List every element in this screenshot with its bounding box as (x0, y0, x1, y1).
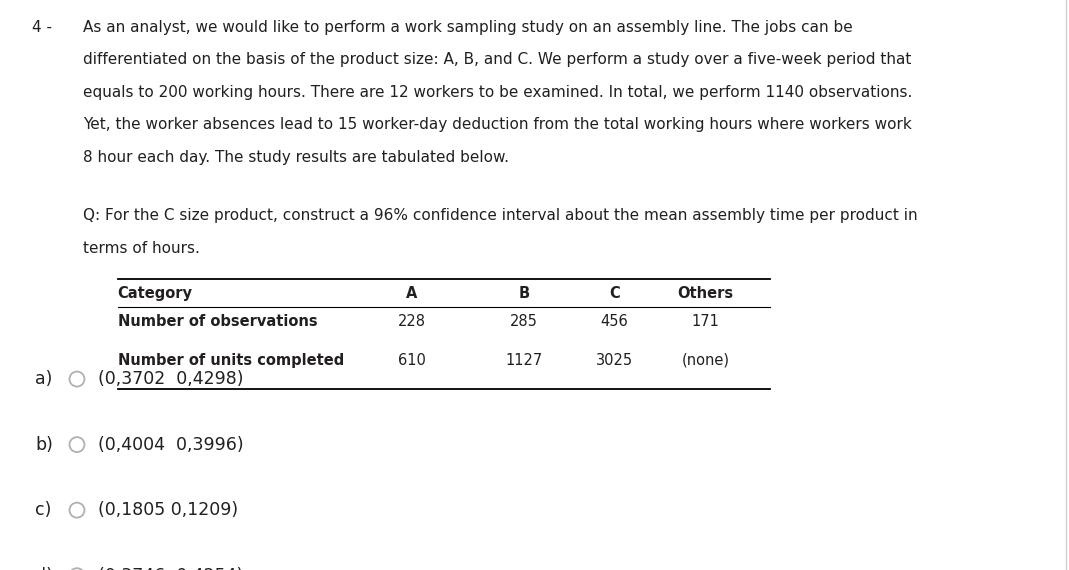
Text: Number of observations: Number of observations (118, 314, 317, 329)
Text: (none): (none) (682, 353, 729, 368)
Text: terms of hours.: terms of hours. (83, 241, 200, 255)
Text: 456: 456 (601, 314, 629, 329)
Text: c): c) (35, 501, 51, 519)
Text: 4 -: 4 - (32, 20, 52, 35)
Text: Category: Category (118, 286, 192, 300)
Text: equals to 200 working hours. There are 12 workers to be examined. In total, we p: equals to 200 working hours. There are 1… (83, 85, 913, 100)
Text: B: B (518, 286, 529, 300)
Text: (0,3702  0,4298): (0,3702 0,4298) (98, 370, 244, 388)
Text: 3025: 3025 (597, 353, 633, 368)
Text: Number of units completed: Number of units completed (118, 353, 344, 368)
Text: a): a) (35, 370, 52, 388)
Text: C: C (609, 286, 620, 300)
Text: Others: Others (678, 286, 733, 300)
Text: (0,1805 0,1209): (0,1805 0,1209) (98, 501, 238, 519)
Text: d): d) (35, 567, 53, 570)
Text: 228: 228 (398, 314, 425, 329)
Text: As an analyst, we would like to perform a work sampling study on an assembly lin: As an analyst, we would like to perform … (83, 20, 853, 35)
Text: 171: 171 (692, 314, 719, 329)
Text: differentiated on the basis of the product size: A, B, and C. We perform a study: differentiated on the basis of the produ… (83, 52, 912, 67)
Text: 8 hour each day. The study results are tabulated below.: 8 hour each day. The study results are t… (83, 150, 510, 165)
Text: (0,4004  0,3996): (0,4004 0,3996) (98, 435, 244, 454)
Text: (0,3746  0,4254): (0,3746 0,4254) (98, 567, 244, 570)
Text: Yet, the worker absences lead to 15 worker-day deduction from the total working : Yet, the worker absences lead to 15 work… (83, 117, 912, 132)
Text: A: A (406, 286, 417, 300)
Text: 1127: 1127 (506, 353, 542, 368)
Text: 285: 285 (510, 314, 538, 329)
Text: b): b) (35, 435, 53, 454)
Text: Q: For the C size product, construct a 96% confidence interval about the mean as: Q: For the C size product, construct a 9… (83, 208, 918, 223)
Text: 610: 610 (398, 353, 425, 368)
